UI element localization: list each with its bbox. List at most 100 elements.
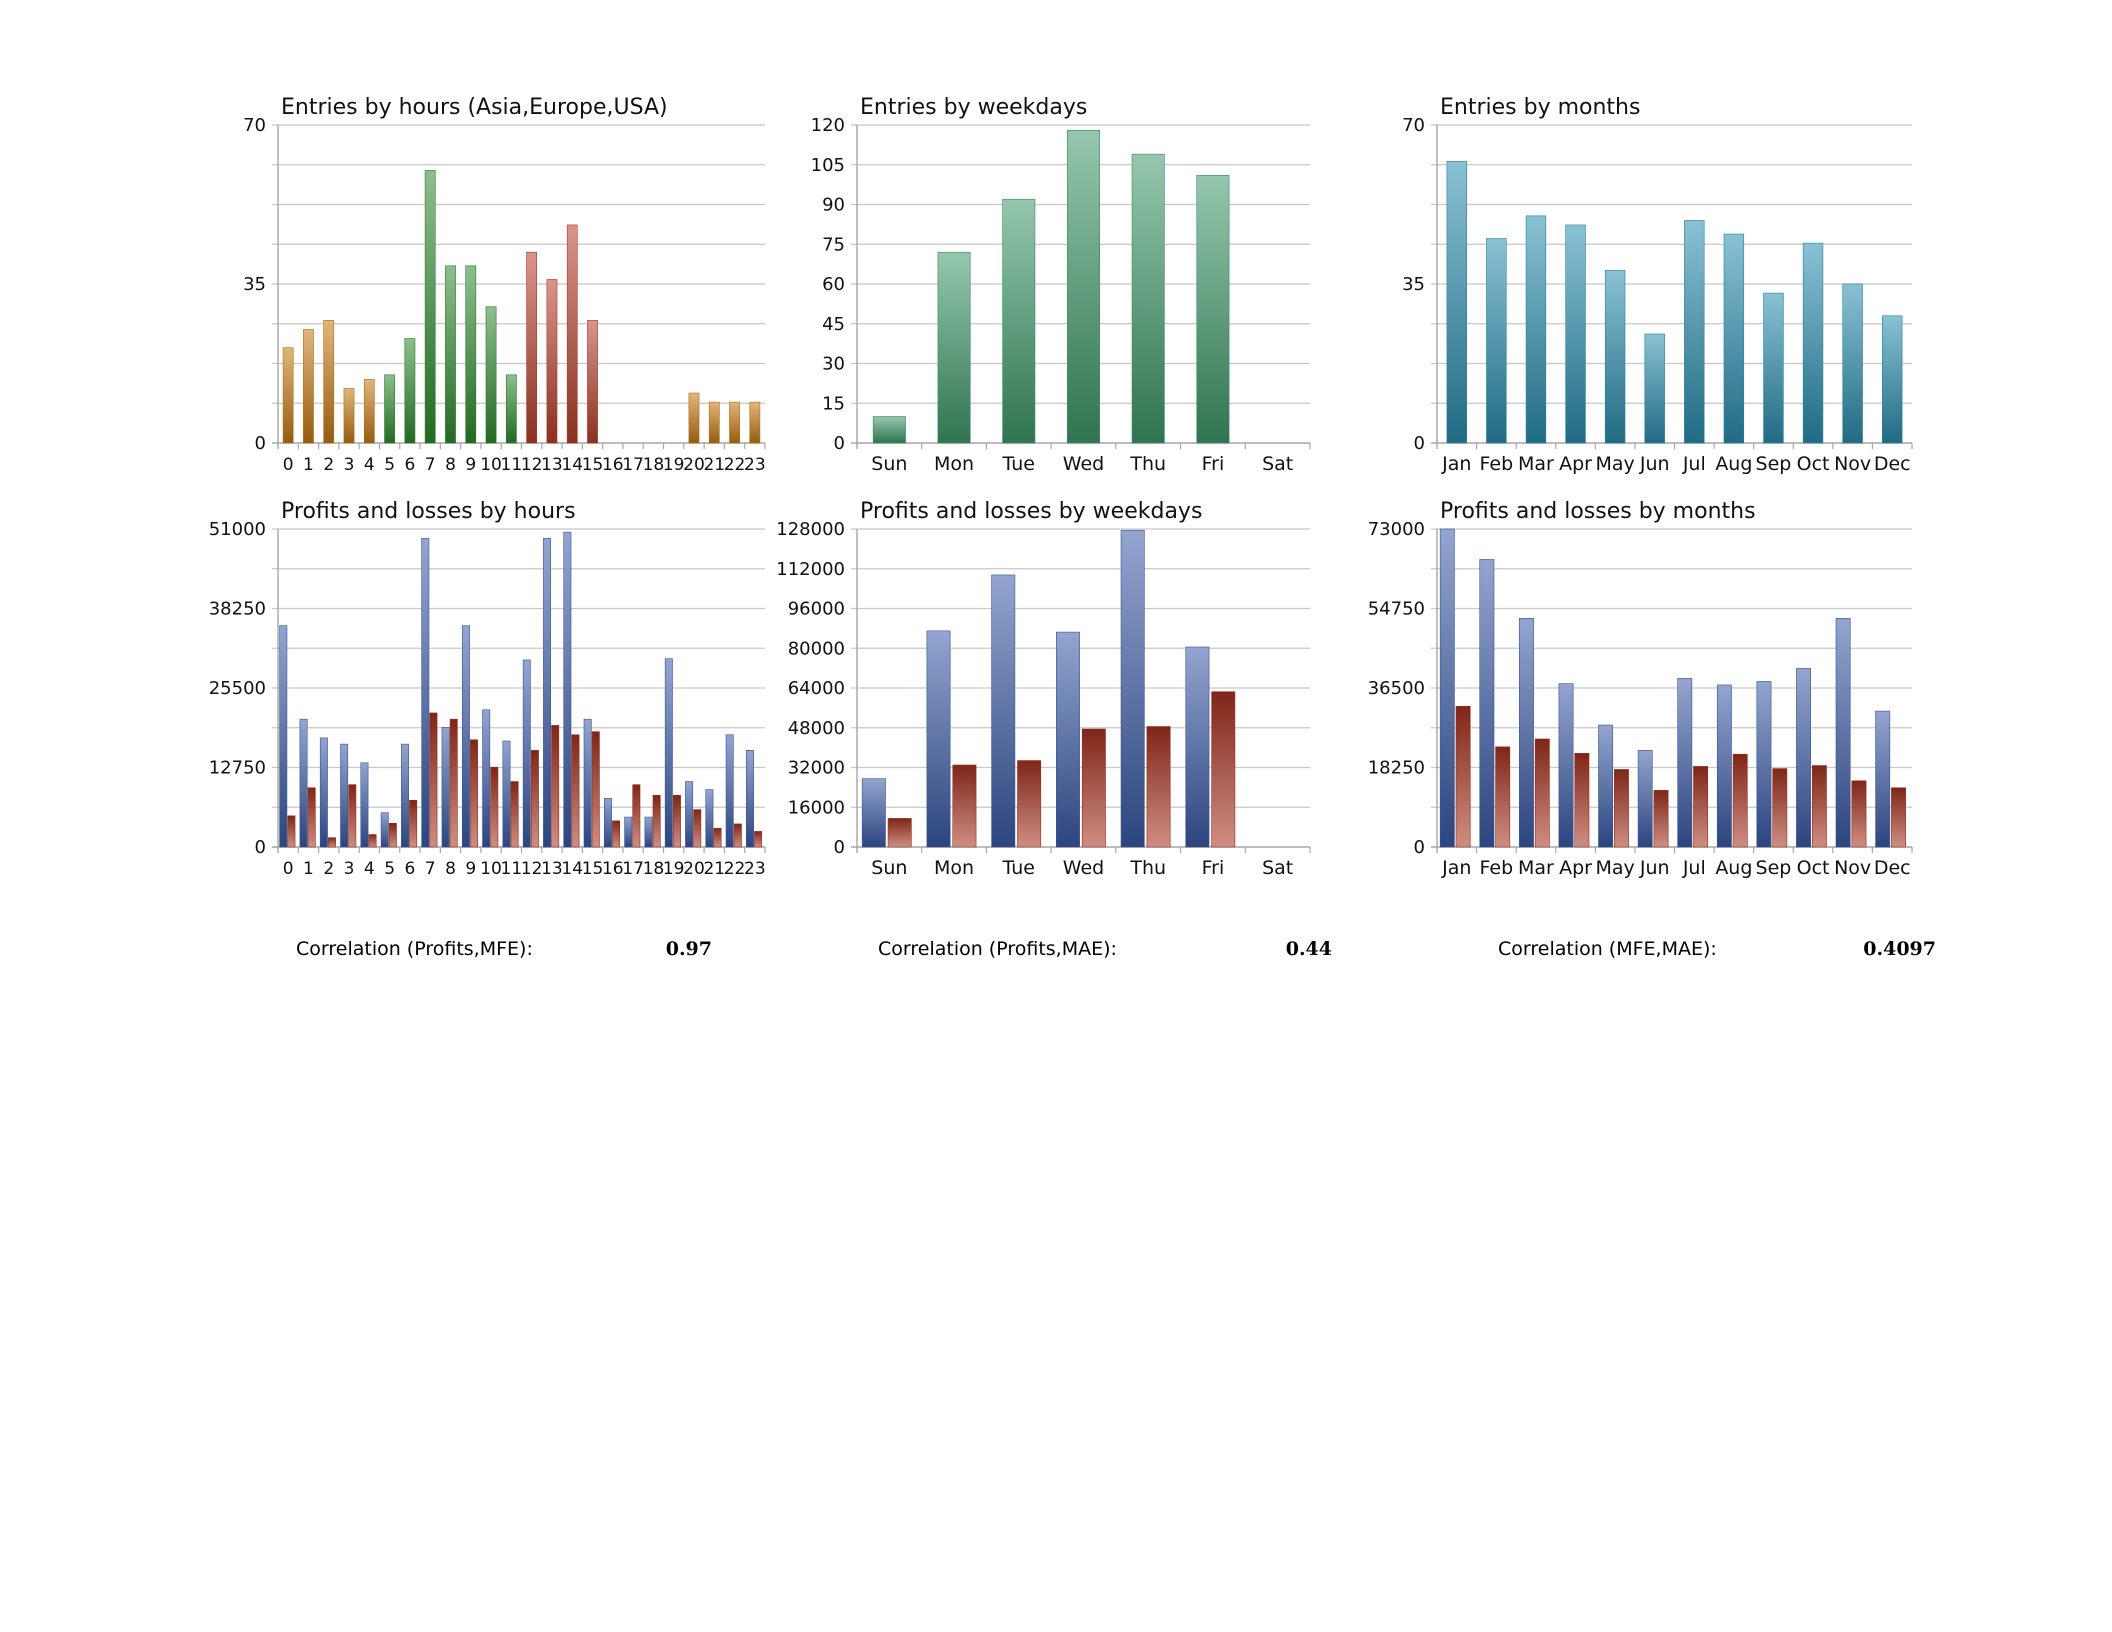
x-tick-label: 22 bbox=[724, 859, 746, 879]
profit-bar bbox=[1519, 618, 1534, 848]
x-tick-label: 23 bbox=[744, 859, 766, 879]
correlation-mfe-mae-label: Correlation (MFE,MAE): bbox=[1498, 938, 1717, 960]
profit-bar bbox=[1439, 528, 1455, 848]
x-tick-label: Mon bbox=[934, 453, 974, 475]
x-tick-label: 7 bbox=[425, 455, 436, 475]
x-tick-label: Thu bbox=[1129, 453, 1166, 475]
chart-pl-weekdays: Profits and losses by weekdays 0 16000 3200… bbox=[776, 499, 1311, 879]
loss-bar bbox=[328, 837, 336, 848]
x-tick-label: Apr bbox=[1559, 453, 1592, 475]
profit-bar bbox=[502, 740, 511, 848]
loss-bar bbox=[733, 823, 742, 848]
loss-bar bbox=[1811, 765, 1827, 848]
x-tick-label: 3 bbox=[344, 455, 355, 475]
profit-bar bbox=[1756, 681, 1772, 848]
loss-bar bbox=[470, 739, 478, 848]
x-tick-label: Sun bbox=[871, 857, 907, 879]
y-tick-label: 25500 bbox=[209, 678, 266, 699]
y-tick-label: 60 bbox=[822, 274, 845, 295]
y-tick-label: 15 bbox=[822, 393, 845, 414]
entries-bar bbox=[1842, 283, 1863, 444]
x-tick-label: Sat bbox=[1262, 857, 1293, 879]
entries-bar bbox=[1446, 161, 1467, 444]
profit-bar bbox=[340, 743, 349, 848]
x-tick-label: 6 bbox=[404, 455, 415, 475]
entries-bar bbox=[1763, 292, 1784, 444]
loss-bar bbox=[652, 794, 661, 848]
loss-bar bbox=[1772, 768, 1788, 848]
y-tick-label: 48000 bbox=[788, 718, 845, 739]
x-tick-label: Dec bbox=[1874, 857, 1911, 879]
profit-bar bbox=[1835, 618, 1851, 848]
x-tick-label: 1 bbox=[303, 859, 314, 879]
entries-bar bbox=[323, 320, 335, 444]
loss-bar bbox=[1693, 766, 1709, 848]
y-tick-label: 54750 bbox=[1368, 599, 1425, 620]
x-tick-label: Oct bbox=[1797, 857, 1830, 879]
entries-bar bbox=[1644, 333, 1665, 444]
entries-bar bbox=[303, 329, 314, 444]
y-tick-label: 30 bbox=[822, 354, 845, 375]
correlation-mfe-mae-value: 0.4097 bbox=[1863, 938, 1936, 960]
x-tick-label: Sat bbox=[1262, 453, 1293, 475]
profit-bar bbox=[482, 709, 491, 848]
x-tick-label: 7 bbox=[425, 859, 436, 879]
x-tick-label: Aug bbox=[1715, 453, 1752, 475]
y-tick-label: 0 bbox=[255, 433, 266, 454]
x-tick-label: Sep bbox=[1756, 453, 1792, 475]
profit-bar bbox=[380, 812, 389, 848]
profit-bar bbox=[1637, 749, 1653, 848]
x-tick-label: Oct bbox=[1797, 453, 1830, 475]
x-tick-label: 15 bbox=[582, 455, 604, 475]
y-tick-label: 112000 bbox=[776, 559, 845, 580]
x-tick-label: 1 bbox=[303, 455, 314, 475]
y-tick-label: 0 bbox=[255, 837, 266, 858]
loss-bar bbox=[1653, 790, 1669, 848]
entries-bar bbox=[485, 306, 497, 444]
loss-bar bbox=[388, 823, 397, 848]
entries-bar bbox=[1486, 238, 1507, 444]
loss-bar bbox=[1891, 787, 1906, 848]
profit-bar bbox=[1677, 678, 1693, 848]
profit-bar bbox=[664, 658, 673, 848]
y-tick-label: 73000 bbox=[1368, 519, 1425, 540]
loss-bar bbox=[1851, 780, 1867, 848]
x-tick-label: 15 bbox=[582, 859, 604, 879]
entries-bar bbox=[1882, 315, 1903, 444]
loss-bar bbox=[754, 831, 763, 848]
x-tick-label: Jan bbox=[1441, 453, 1471, 475]
y-tick-label: 120 bbox=[811, 115, 845, 136]
y-tick-label: 16000 bbox=[788, 797, 845, 818]
entries-bar bbox=[1565, 224, 1586, 444]
entries-bar bbox=[1723, 233, 1745, 444]
profit-bar bbox=[421, 538, 430, 848]
entries-bar bbox=[1604, 270, 1626, 444]
entries-bar bbox=[872, 416, 906, 444]
profit-bar bbox=[360, 762, 369, 848]
y-tick-label: 0 bbox=[1414, 433, 1425, 454]
entries-bar bbox=[749, 401, 761, 444]
x-tick-label: 23 bbox=[744, 455, 766, 475]
loss-bar bbox=[368, 834, 377, 848]
profit-bar bbox=[861, 778, 886, 848]
x-tick-label: Jul bbox=[1682, 857, 1706, 879]
y-tick-label: 75 bbox=[822, 234, 845, 255]
profit-bar bbox=[624, 816, 633, 848]
y-tick-label: 32000 bbox=[788, 758, 845, 779]
y-tick-label: 38250 bbox=[209, 599, 266, 620]
loss-bar bbox=[1732, 753, 1748, 848]
chart-title: Profits and losses by hours bbox=[281, 499, 576, 524]
x-tick-label: 17 bbox=[622, 455, 644, 475]
x-tick-label: Mar bbox=[1518, 453, 1554, 475]
x-tick-label: 20 bbox=[683, 859, 705, 879]
entries-bar bbox=[587, 320, 598, 444]
x-tick-label: 18 bbox=[643, 455, 665, 475]
x-tick-label: Sun bbox=[871, 453, 907, 475]
y-tick-label: 90 bbox=[822, 195, 845, 216]
chart-pl-months: Profits and losses by months 0 18250 36500 5… bbox=[1368, 499, 1913, 879]
profit-bar bbox=[401, 743, 409, 848]
x-tick-label: Apr bbox=[1559, 857, 1592, 879]
entries-bar bbox=[729, 401, 740, 444]
entries-bar bbox=[1131, 153, 1165, 444]
loss-bar bbox=[672, 794, 681, 848]
